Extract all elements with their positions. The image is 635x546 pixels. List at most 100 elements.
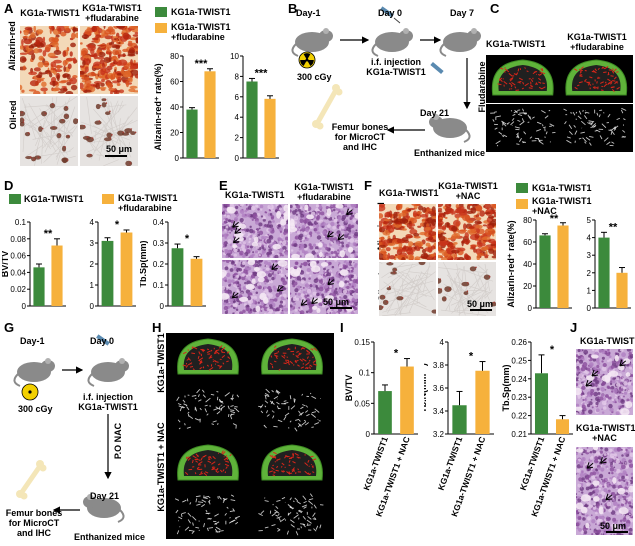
y-tick-label: 3.4 — [433, 407, 445, 416]
y-tick-label: 80 — [523, 216, 532, 225]
panel-a-row-label-oil: Oil-red — [8, 100, 18, 130]
y-tick-label: 0.06 — [10, 252, 26, 261]
legend-swatch-f-control — [516, 183, 528, 193]
y-tick-label: 0 — [90, 302, 95, 311]
y-tick-label: 0 — [175, 154, 180, 163]
y-tick-label: 0.2 — [153, 260, 165, 269]
y-tick-label: 0.02 — [10, 285, 26, 294]
y-axis-label: Tb.Sp(mm) — [501, 365, 511, 412]
y-tick-label: 3.6 — [433, 384, 445, 393]
oil-red-photo-f-nac — [438, 262, 496, 316]
y-tick-label: 0.24 — [511, 375, 527, 384]
panel-j-label-control: KG1a-TWIST1 — [580, 336, 635, 346]
timeline-g-po-nac: P.O NAC — [113, 422, 123, 460]
y-tick-label: 0.4 — [153, 218, 165, 227]
y-tick-label: 60 — [170, 78, 179, 87]
scale-bar-f — [470, 309, 492, 311]
panel-c-label-flu: KG1a-TWIST1 +fludarabine — [567, 32, 627, 52]
panel-e-label-control: KG1a-TWIST1 — [225, 190, 285, 200]
chart-i-tbsp: 0.210.220.230.240.250.26Tb.Sp(mm)KG1a-TW… — [501, 338, 573, 518]
legend-label-fludarabine: KG1a-TWIST1 +fludarabine — [171, 22, 231, 42]
he-photo-control-bottom — [222, 260, 288, 314]
microct-trabecular-fludarabine — [486, 104, 633, 152]
bar — [555, 419, 570, 434]
he-photo-j-nac — [576, 447, 633, 535]
panel-label-h: H — [152, 320, 162, 335]
legend-label-control: KG1a-TWIST1 — [171, 7, 231, 17]
radiation-icon-g — [21, 383, 39, 401]
y-tick-label: 0.22 — [511, 412, 527, 421]
bar — [101, 240, 114, 306]
legend-swatch-d-fludarabine — [102, 194, 114, 204]
syringe-icon-b2 — [430, 61, 444, 75]
y-tick-label: 2 — [235, 134, 240, 143]
timeline-b-injection: i.f. injection KG1a-TWIST1 — [366, 57, 426, 77]
alizarin-red-photo-f-control — [379, 204, 436, 260]
significance-marker: * — [550, 344, 555, 356]
chart-a-oil: 0246810Oil-red⁺ rate(%)*** — [230, 52, 279, 163]
y-tick-label: 1 — [90, 281, 95, 290]
he-photo-j-control — [576, 349, 633, 415]
bar — [190, 258, 203, 306]
chart-a-alizarin: 0 20 40 60 80 Alizarin-red⁺ rate(%) *** — [153, 52, 219, 163]
significance-marker: *** — [255, 67, 269, 79]
y-tick-label: 40 — [170, 103, 179, 112]
timeline-g-dose: 300 cGy — [18, 404, 53, 414]
timeline-g-day-minus-1: Day-1 — [20, 336, 45, 346]
mouse-icon-b3 — [439, 28, 481, 57]
y-tick-label: 20 — [523, 282, 532, 291]
timeline-b-euthanized: Enthanized mice — [414, 148, 486, 158]
mouse-icon-g3 — [83, 494, 125, 523]
bar — [557, 225, 569, 308]
significance-marker: ** — [609, 221, 618, 233]
y-tick-label: 0.1 — [15, 218, 27, 227]
scale-bar-j — [606, 531, 628, 533]
y-tick-label: 0.04 — [10, 268, 26, 277]
legend-swatch-fludarabine — [155, 23, 167, 33]
panel-j-label-nac: KG1a-TWIST1 +NAC — [576, 423, 635, 443]
significance-marker: * — [469, 351, 474, 363]
schematic-g — [13, 334, 129, 523]
y-axis-label: BV/TV — [344, 375, 354, 402]
bar — [452, 405, 467, 434]
y-tick-label: 0.1 — [153, 281, 165, 290]
y-tick-label: 6 — [235, 93, 240, 102]
he-photo-flu-bottom — [290, 260, 358, 314]
microct-trabecular-h-control — [176, 388, 321, 432]
legend-swatch-d-control — [9, 194, 21, 204]
y-tick-label: 0.21 — [511, 430, 527, 439]
panel-label-i: I — [340, 320, 344, 335]
y-tick-label: 0.25 — [511, 356, 527, 365]
y-tick-label: 4 — [440, 338, 445, 347]
mouse-icon-b1 — [291, 28, 333, 57]
bar — [598, 237, 610, 308]
microct-3d-h-control — [177, 338, 323, 375]
panel-e-label-flu: KG1a-TWIST1 +fludarabine — [294, 182, 354, 202]
panel-h-side-label-nac: KG1a-TWIST1 + NAC — [156, 422, 166, 512]
y-axis-label: Alizarin-red⁺ rate(%) — [153, 63, 163, 150]
mouse-icon-b2 — [371, 28, 413, 57]
panel-label-d: D — [4, 178, 14, 193]
legend-label-d-control: KG1a-TWIST1 — [24, 194, 84, 204]
y-axis-label: BV/TV — [2, 251, 10, 278]
chart-d-tbn: 01234Tb.N(mm⁻¹)* — [90, 218, 136, 311]
panel-label-b: B — [288, 1, 298, 16]
y-tick-label: 0.1 — [359, 369, 371, 378]
y-tick-label: 0.26 — [511, 338, 527, 347]
significance-marker: * — [115, 219, 120, 231]
significance-marker: * — [394, 348, 399, 360]
timeline-b-day-21: Day 21 — [420, 108, 450, 118]
y-tick-label: 0 — [528, 304, 533, 313]
chart-f-alizarin: 0 20 40 60 80 Alizarin-red⁺ rate(%) ** — [506, 213, 572, 313]
bar — [33, 267, 45, 306]
panel-label-a: A — [4, 1, 14, 16]
significance-marker: ** — [550, 213, 559, 225]
mouse-icon-g1 — [13, 358, 55, 387]
y-tick-label: 0.23 — [511, 393, 527, 402]
oil-red-photo-control — [20, 96, 78, 166]
chart-i-bvtv: 00.050.10.15BV/TVKG1a-TWIST1KG1a-TWIST1 … — [344, 338, 418, 518]
timeline-b-day-minus-1: Day-1 — [296, 8, 321, 18]
syringe-icon-g — [96, 334, 110, 346]
oil-red-photo-f-control — [379, 262, 436, 316]
legend-label-d-fludarabine: KG1a-TWIST1 +fludarabine — [118, 193, 178, 213]
